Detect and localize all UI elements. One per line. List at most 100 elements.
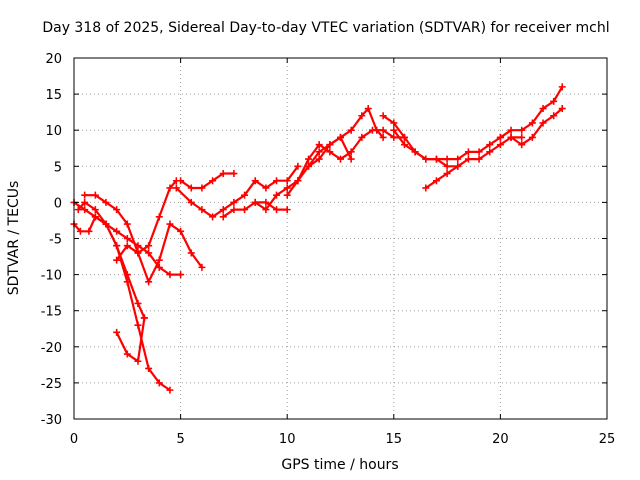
data-point	[558, 105, 566, 113]
data-point	[91, 213, 99, 221]
data-point	[91, 191, 99, 199]
data-point	[187, 198, 195, 206]
data-point	[283, 184, 291, 192]
data-point	[123, 242, 131, 250]
data-point	[155, 379, 163, 387]
data-point	[155, 213, 163, 221]
data-point	[140, 314, 148, 322]
y-axis-label: SDTVAR / TECUs	[6, 181, 22, 296]
data-point	[113, 242, 121, 250]
data-point	[507, 133, 515, 141]
data-point	[368, 126, 376, 134]
data-point	[145, 249, 153, 257]
data-point	[102, 198, 110, 206]
data-point	[76, 227, 84, 235]
data-point	[123, 350, 131, 358]
data-point	[379, 112, 387, 120]
data-point	[85, 227, 93, 235]
data-point	[230, 198, 238, 206]
series-line	[510, 107, 564, 146]
data-point	[550, 97, 558, 105]
y-tick-label: 0	[54, 196, 62, 211]
data-point	[347, 155, 355, 163]
data-point	[283, 206, 291, 214]
series-track-16	[496, 83, 566, 141]
y-tick-label: -10	[41, 269, 62, 284]
data-point	[273, 177, 281, 185]
data-point	[364, 105, 372, 113]
series-line	[115, 316, 146, 363]
data-point	[400, 133, 408, 141]
y-tick-label: 10	[45, 124, 62, 139]
data-point	[390, 133, 398, 141]
data-point	[113, 227, 121, 235]
data-point	[166, 386, 174, 394]
data-point	[443, 170, 451, 178]
y-tick-label: -20	[41, 341, 62, 356]
data-point	[422, 155, 430, 163]
data-point	[113, 328, 121, 336]
data-point	[518, 133, 526, 141]
data-point	[198, 184, 206, 192]
data-point	[145, 364, 153, 372]
data-point	[454, 155, 462, 163]
data-point	[454, 162, 462, 170]
data-point	[400, 141, 408, 149]
series-line	[83, 194, 203, 283]
data-point	[187, 184, 195, 192]
data-point	[528, 133, 536, 141]
data-point	[422, 184, 430, 192]
data-point	[102, 220, 110, 228]
data-point	[305, 155, 313, 163]
data-point	[113, 256, 121, 264]
data-point	[145, 278, 153, 286]
series-line	[286, 129, 406, 197]
data-point	[315, 141, 323, 149]
x-tick-label: 20	[492, 432, 509, 447]
data-point	[219, 213, 227, 221]
data-point	[145, 242, 153, 250]
data-point	[475, 155, 483, 163]
data-point	[464, 148, 472, 156]
data-point	[187, 249, 195, 257]
y-tick-label: -5	[49, 233, 62, 248]
data-point	[230, 170, 238, 178]
data-point	[337, 133, 344, 141]
data-point	[209, 177, 217, 185]
data-point	[241, 191, 249, 199]
data-point	[379, 133, 387, 141]
data-point	[390, 119, 398, 127]
series-track-4	[113, 314, 148, 365]
data-point	[134, 321, 142, 329]
series-line	[77, 201, 146, 319]
data-point	[550, 112, 558, 120]
data-point	[539, 105, 547, 113]
data-point	[379, 126, 387, 134]
data-point	[113, 206, 121, 214]
data-point	[337, 155, 344, 163]
data-point	[172, 184, 180, 192]
data-point	[81, 191, 89, 199]
y-tick-label: -30	[41, 413, 62, 428]
series-track-3	[74, 198, 148, 322]
data-point	[123, 235, 131, 242]
x-tick-label: 15	[386, 432, 403, 447]
data-point	[123, 271, 131, 279]
y-tick-label: 15	[45, 88, 62, 103]
series-line	[424, 165, 459, 190]
data-point	[134, 299, 142, 307]
data-point	[528, 119, 536, 127]
plot-frame	[73, 57, 608, 420]
data-point	[241, 206, 249, 214]
data-point	[411, 148, 419, 156]
data-point	[230, 206, 238, 214]
data-point	[432, 177, 440, 185]
data-point	[475, 148, 483, 156]
data-point	[486, 148, 494, 156]
series-line	[179, 172, 235, 190]
data-point	[198, 263, 206, 271]
data-point	[166, 220, 174, 228]
series-track-8	[172, 162, 302, 221]
data-point	[443, 155, 451, 163]
data-point	[251, 198, 259, 206]
